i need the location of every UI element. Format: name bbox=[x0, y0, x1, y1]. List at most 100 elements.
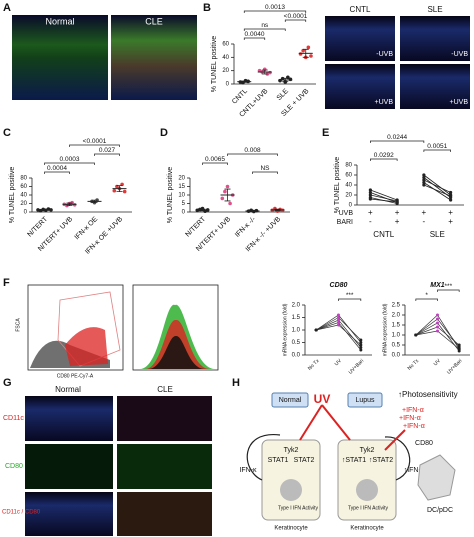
significance-label: 0.0051 bbox=[427, 143, 447, 150]
row-mark: + bbox=[368, 208, 373, 217]
label-box bbox=[271, 392, 309, 408]
diagram-label: STAT1 bbox=[268, 457, 289, 464]
micrograph bbox=[400, 16, 470, 61]
arrow bbox=[246, 434, 281, 481]
panel-label: F bbox=[3, 277, 10, 289]
micrograph bbox=[12, 15, 108, 100]
data-point bbox=[223, 189, 227, 194]
significance-label: * bbox=[425, 292, 428, 299]
diagram-label: DC/pDC bbox=[427, 507, 453, 514]
data-point bbox=[449, 198, 453, 202]
significance-bracket bbox=[370, 158, 398, 161]
micrograph bbox=[117, 492, 212, 536]
data-point bbox=[457, 347, 461, 351]
data-point bbox=[298, 52, 303, 56]
data-point bbox=[288, 77, 293, 82]
data-point bbox=[395, 200, 399, 204]
row-mark: + bbox=[395, 208, 400, 217]
error-bar bbox=[249, 210, 256, 212]
image-label: +UVB bbox=[450, 99, 469, 106]
axis-label: CD80 PE-Cy7-A bbox=[57, 373, 94, 379]
y-tick-label: 0 bbox=[182, 210, 186, 216]
row-label: CD11c / CD80 bbox=[2, 510, 41, 516]
y-tick-label: 1.0 bbox=[292, 328, 301, 334]
y-tick-label: 0 bbox=[349, 203, 353, 209]
y-tick-label: 2.0 bbox=[292, 303, 301, 309]
image-label: SLE bbox=[427, 5, 442, 14]
data-point bbox=[359, 338, 363, 342]
diagram-label: Tyk2 bbox=[284, 447, 299, 454]
row-label: CD80 bbox=[5, 463, 23, 470]
diagram-label: UV bbox=[314, 392, 331, 406]
data-point bbox=[220, 196, 225, 201]
data-point bbox=[225, 184, 230, 189]
panel-label: D bbox=[160, 127, 168, 139]
panel-label: G bbox=[3, 377, 12, 389]
data-point bbox=[337, 323, 340, 327]
error-bar bbox=[224, 188, 231, 202]
panel-label: E bbox=[322, 127, 329, 139]
data-point bbox=[368, 190, 372, 195]
diagram-label: +IFN-α bbox=[402, 407, 424, 414]
label-box bbox=[347, 392, 383, 408]
significance-label: 0.008 bbox=[244, 147, 261, 154]
y-axis-label: % TUNEL positive bbox=[9, 167, 16, 224]
data-point bbox=[436, 321, 439, 325]
data-point bbox=[309, 54, 313, 58]
diagram-label: Type I IFN Activity bbox=[348, 505, 389, 511]
pair-line bbox=[423, 184, 451, 197]
data-point bbox=[422, 180, 426, 185]
y-tick-label: 0.5 bbox=[392, 343, 401, 349]
data-point bbox=[337, 318, 340, 322]
data-point bbox=[359, 346, 363, 349]
significance-label: 0.0003 bbox=[60, 156, 80, 163]
image-label: -UVB bbox=[451, 51, 468, 58]
y-tick-label: 0.0 bbox=[292, 353, 301, 359]
data-point bbox=[337, 321, 340, 324]
x-tick-label: SLE bbox=[276, 88, 291, 103]
significance-bracket bbox=[69, 144, 120, 147]
error-bar bbox=[274, 208, 281, 212]
nucleus bbox=[280, 479, 302, 501]
error-bar bbox=[282, 77, 289, 83]
row-label: CD11c bbox=[3, 415, 24, 422]
group-label: SLE bbox=[430, 230, 445, 239]
significance-bracket bbox=[243, 28, 286, 31]
data-point bbox=[359, 343, 363, 347]
pair-line bbox=[370, 198, 398, 203]
x-tick-label: UV bbox=[433, 358, 443, 368]
y-tick-label: 0 bbox=[24, 210, 28, 216]
pair-line bbox=[423, 179, 451, 193]
y-tick-label: 20 bbox=[20, 201, 27, 207]
pair-line bbox=[370, 194, 398, 202]
data-point bbox=[268, 70, 272, 75]
data-point bbox=[337, 316, 340, 319]
diagram-label: Normal bbox=[279, 397, 302, 404]
diagram-label: Tyk2 bbox=[360, 447, 375, 454]
data-point bbox=[422, 173, 426, 177]
significance-label: 0.0065 bbox=[205, 156, 225, 163]
image-label: Normal bbox=[55, 385, 81, 394]
arrow bbox=[384, 436, 411, 481]
significance-bracket bbox=[44, 162, 95, 165]
significance-bracket bbox=[338, 298, 362, 301]
flow-plot-frame bbox=[132, 284, 219, 371]
significance-bracket bbox=[252, 171, 278, 174]
significance-label: 0.0004 bbox=[47, 165, 67, 172]
y-axis-label: mRNA expression (fold) bbox=[382, 303, 388, 356]
row-mark: - bbox=[369, 217, 372, 226]
diagram-label: +IFN-α bbox=[399, 415, 421, 422]
micrograph bbox=[25, 396, 113, 441]
diagram-label: IFN-κ bbox=[239, 467, 257, 474]
row-mark: + bbox=[448, 217, 453, 226]
y-tick-label: 10 bbox=[178, 193, 185, 199]
significance-label: 0.0013 bbox=[265, 4, 285, 11]
y-tick-label: 2.5 bbox=[392, 303, 401, 309]
data-point bbox=[228, 201, 232, 206]
x-tick-label: UV+Bari bbox=[446, 358, 464, 376]
data-point bbox=[112, 188, 117, 193]
x-tick-label: N/TERT bbox=[184, 215, 207, 238]
micrograph bbox=[325, 16, 395, 61]
y-tick-label: 20 bbox=[178, 176, 185, 182]
diagram-label: Type I IFN Activity bbox=[278, 505, 319, 511]
